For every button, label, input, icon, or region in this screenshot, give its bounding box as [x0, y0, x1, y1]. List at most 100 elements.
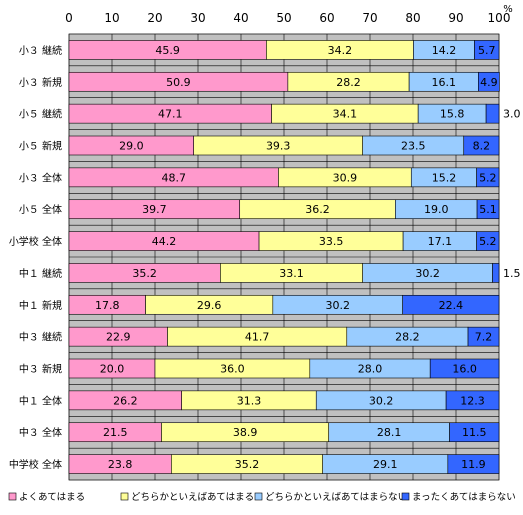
- data-label: 23.8: [108, 458, 133, 471]
- bar-segment: [476, 231, 500, 251]
- data-label: 20.0: [100, 363, 125, 376]
- data-label: 28.0: [358, 363, 383, 376]
- bar-segment: [449, 422, 500, 443]
- bar-segment: [492, 263, 500, 283]
- legend-swatch: [8, 492, 17, 501]
- bar-segment: [476, 199, 500, 220]
- data-label: 5.2: [479, 235, 497, 248]
- data-label: 39.7: [142, 203, 167, 216]
- legend-swatch: [120, 492, 129, 501]
- category-label: 中３ 継続: [19, 331, 62, 344]
- data-label: 39.3: [266, 140, 291, 153]
- x-tick-label: 40: [233, 11, 248, 25]
- bar-segment: [402, 294, 500, 315]
- data-label: 26.2: [113, 394, 138, 407]
- data-label: 15.8: [440, 108, 465, 121]
- category-label: 小３ 継続: [19, 44, 62, 57]
- data-label: 15.2: [432, 171, 457, 184]
- x-tick-label: 50: [276, 11, 291, 25]
- data-label: 31.3: [237, 394, 262, 407]
- legend-swatch: [254, 492, 263, 501]
- legend-swatch: [401, 492, 410, 501]
- data-label: 30.2: [326, 299, 351, 312]
- x-tick-label: 80: [405, 11, 420, 25]
- data-label: 16.0: [452, 363, 477, 376]
- category-label: 中１ 継続: [19, 267, 62, 280]
- data-label: 30.9: [333, 171, 358, 184]
- data-label: 47.1: [158, 108, 183, 121]
- legend-label: まったくあてはまらない: [412, 492, 516, 503]
- category-label: 小５ 新規: [19, 140, 62, 153]
- category-label: 中３ 全体: [19, 426, 62, 439]
- data-label: 30.2: [415, 267, 440, 280]
- data-label: 14.2: [432, 44, 457, 57]
- data-label: 35.2: [235, 458, 260, 471]
- data-label: 28.1: [377, 426, 402, 439]
- data-label: 4.9: [480, 76, 498, 89]
- data-label: 38.9: [233, 426, 258, 439]
- bar-segment: [445, 390, 500, 411]
- legend-label: どちらかといえばあてはまらない: [265, 492, 407, 503]
- data-label: 29.6: [197, 299, 222, 312]
- bar-segment: [429, 358, 500, 379]
- data-label: 34.1: [333, 108, 358, 121]
- data-label: 44.2: [152, 235, 177, 248]
- bar-segment: [467, 326, 500, 347]
- data-label: 34.2: [328, 44, 353, 57]
- data-label: 12.3: [460, 394, 485, 407]
- data-label: 33.1: [279, 267, 304, 280]
- category-label: 小学校 全体: [9, 235, 62, 248]
- data-label: 16.1: [431, 76, 456, 89]
- data-label: 19.0: [424, 203, 449, 216]
- data-label: 22.9: [106, 331, 131, 344]
- bar-segment: [478, 71, 500, 92]
- data-label: 11.9: [461, 458, 486, 471]
- data-label: 35.2: [132, 267, 157, 280]
- data-label: 23.5: [401, 140, 426, 153]
- data-label: 30.2: [369, 394, 394, 407]
- data-label: 5.1: [479, 203, 497, 216]
- data-label: 22.4: [439, 299, 464, 312]
- bar-segment: [447, 454, 500, 474]
- category-label: 小３ 新規: [19, 76, 62, 89]
- data-label: 8.2: [473, 140, 491, 153]
- category-label: 中１ 新規: [19, 299, 62, 312]
- data-label: 5.7: [478, 44, 496, 57]
- x-tick-label: 100: [488, 11, 511, 25]
- data-label: 17.1: [428, 235, 453, 248]
- bar-segment: [476, 167, 500, 188]
- bar-segment: [485, 103, 500, 124]
- category-label: 中学校 全体: [9, 458, 62, 471]
- data-label: 28.2: [336, 76, 361, 89]
- bar-segment: [463, 135, 500, 156]
- data-label: 41.7: [245, 331, 270, 344]
- bar-segment: [474, 40, 500, 60]
- data-label: 21.5: [103, 426, 128, 439]
- data-label: 48.7: [161, 171, 186, 184]
- x-tick-label: 30: [190, 11, 205, 25]
- data-label: 5.2: [479, 171, 497, 184]
- legend-label: よくあてはまる: [19, 492, 85, 503]
- x-tick-label: 90: [448, 11, 463, 25]
- data-label: 1.5: [503, 267, 521, 280]
- x-tick-label: 20: [147, 11, 162, 25]
- category-label: 小５ 継続: [19, 108, 62, 121]
- data-label: 11.5: [462, 426, 487, 439]
- x-tick-label: 0: [65, 11, 73, 25]
- data-label: 29.0: [119, 140, 144, 153]
- data-label: 45.9: [155, 44, 180, 57]
- data-label: 33.5: [319, 235, 344, 248]
- data-label: 36.2: [305, 203, 330, 216]
- x-tick-label: 60: [319, 11, 334, 25]
- category-label: 小５ 全体: [19, 203, 62, 216]
- legend-label: どちらかといえばあてはまる: [131, 492, 254, 503]
- data-label: 28.2: [395, 331, 420, 344]
- data-label: 17.8: [95, 299, 120, 312]
- data-label: 50.9: [166, 76, 191, 89]
- category-label: 小３ 全体: [19, 171, 62, 184]
- x-tick-label: 70: [362, 11, 377, 25]
- data-label: 36.0: [220, 363, 245, 376]
- category-label: 中１ 全体: [19, 394, 62, 407]
